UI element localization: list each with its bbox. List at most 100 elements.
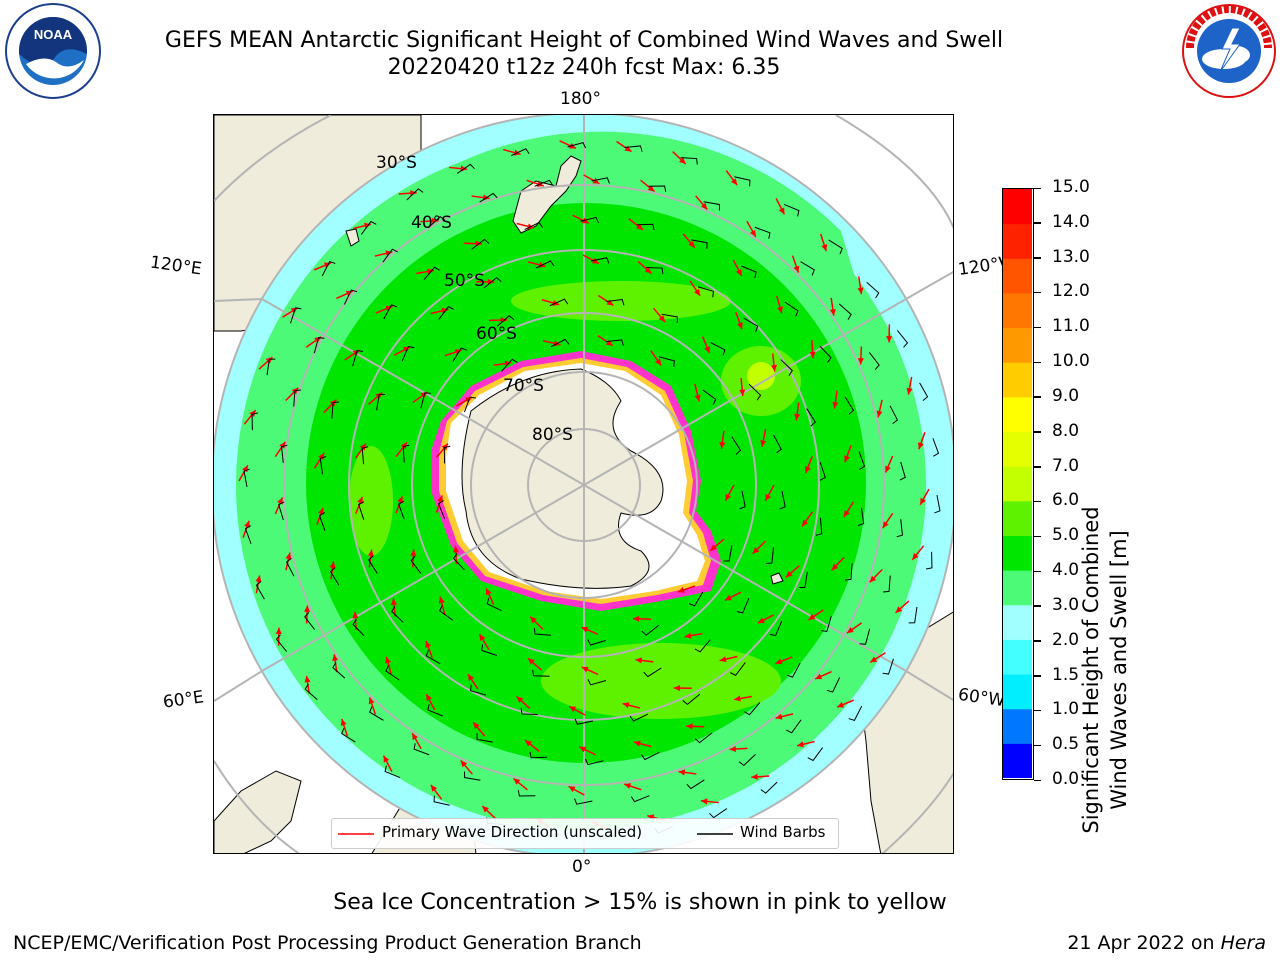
colorbar-tick-mark — [1034, 535, 1041, 538]
wind-barb — [382, 248, 398, 263]
colorbar-tick-label: 10.0 — [1052, 351, 1090, 372]
wind-barb — [369, 706, 384, 721]
wind-barb — [848, 705, 863, 721]
wind-barb — [760, 781, 778, 794]
wind-barb — [744, 702, 761, 716]
wind-barb — [483, 276, 502, 289]
wind-barb — [318, 512, 326, 531]
wind-barb — [266, 358, 276, 376]
wave-direction-arrowhead — [591, 257, 599, 264]
wind-barb — [641, 752, 660, 761]
wind-barb — [743, 317, 759, 332]
wind-barb — [278, 501, 285, 521]
wind-barb — [697, 286, 714, 298]
footer-date: 21 Apr 2022 on Hera — [1067, 932, 1266, 954]
wind-barb — [529, 751, 548, 759]
wave-direction-arrowhead — [885, 465, 891, 473]
lat-label-70s: 70°S — [503, 376, 544, 396]
wave-direction-arrowhead — [678, 769, 686, 776]
wave-band-5m-north — [511, 281, 731, 321]
colorbar-tick-label: 3.0 — [1052, 594, 1080, 615]
wave-direction-arrowhead — [329, 561, 336, 569]
wind-barb — [819, 462, 826, 481]
colorbar-swatch — [1003, 258, 1032, 294]
wind-barb — [658, 356, 675, 367]
land-africa — [214, 770, 302, 853]
wind-barb — [882, 658, 894, 675]
wave-direction-arrowhead — [647, 185, 655, 192]
wave-direction-arrowhead — [725, 493, 732, 501]
wind-barb — [383, 304, 398, 320]
chart-title: GEFS MEAN Antarctic Significant Height o… — [164, 28, 1004, 53]
wave-band-5m-south — [541, 643, 781, 719]
colorbar-tick-mark — [1034, 222, 1041, 224]
colorbar-label: Significant Height of Combined Wind Wave… — [1077, 480, 1133, 860]
wind-barb — [368, 555, 378, 574]
colorbar-swatch — [1003, 535, 1032, 571]
wind-barb — [524, 221, 543, 230]
wind-barb — [574, 798, 593, 805]
wind-barb — [730, 662, 746, 676]
wave-direction-arrowhead — [736, 322, 743, 330]
colorbar-swatch — [1003, 708, 1032, 744]
graticule — [214, 115, 953, 853]
colorbar-tick-mark — [1034, 640, 1041, 642]
wind-barb — [932, 438, 940, 457]
wind-barb — [591, 177, 610, 184]
wave-direction-arrowhead — [778, 207, 785, 215]
wind-barb — [820, 615, 832, 632]
wave-direction-arrowhead — [332, 654, 339, 661]
wave-direction-arrowhead — [635, 657, 643, 664]
wave-direction-arrowhead — [857, 358, 864, 365]
wave-direction-arrowhead — [857, 287, 864, 295]
wind-barb — [702, 389, 717, 405]
wind-barb — [438, 306, 454, 320]
wave-direction-arrowhead — [912, 553, 919, 560]
colorbar-tick-label: 5.0 — [1052, 525, 1080, 546]
wave-direction-arrowhead — [673, 685, 681, 692]
wave-direction-arrowhead — [460, 760, 468, 768]
wind-barb — [313, 337, 325, 354]
wind-barb — [648, 185, 667, 192]
wave-direction-arrowhead — [318, 452, 325, 460]
wind-barb — [624, 145, 643, 152]
wind-barb — [511, 148, 530, 157]
wind-barb — [352, 350, 364, 367]
wind-barb — [680, 157, 698, 165]
wind-barb — [332, 662, 346, 679]
wave-direction-arrowhead — [486, 588, 492, 596]
wind-barb — [844, 563, 853, 581]
wave-direction-arrowhead — [636, 223, 644, 230]
wind-barb — [255, 581, 265, 600]
wave-direction-arrowhead — [437, 495, 444, 503]
colorbar-tick-label: 0.0 — [1052, 769, 1080, 789]
wind-barb — [427, 703, 443, 717]
wind-barb — [321, 261, 336, 277]
wave-direction-arrowhead — [729, 745, 736, 753]
lon-label-120e: 120°E — [148, 252, 203, 280]
wind-barb — [710, 342, 726, 356]
wind-barb — [738, 754, 756, 766]
colorbar-tick-label: 9.0 — [1052, 385, 1080, 406]
wave-direction-arrowhead — [340, 718, 347, 726]
wind-barb — [925, 551, 933, 570]
wave-direction-arrowhead — [777, 306, 783, 314]
wind-barb — [889, 405, 899, 425]
wind-barb — [815, 517, 823, 536]
wave-direction-arrowhead — [750, 229, 756, 237]
wave-direction-arrowhead — [757, 617, 765, 624]
wave-direction-arrowhead — [724, 594, 732, 601]
wind-barb — [329, 567, 340, 586]
wave-direction-arrowhead — [513, 778, 521, 785]
wind-barb — [406, 188, 424, 201]
wave-direction-arrowhead — [318, 507, 324, 515]
wave-direction-arrowhead — [383, 755, 390, 763]
wind-barb — [779, 491, 786, 510]
wave-direction-arrowhead — [886, 336, 893, 343]
wind-barb — [385, 665, 400, 681]
wave-direction-arrowhead — [655, 358, 662, 366]
wave-direction-arrowhead — [530, 616, 537, 624]
wave-direction-arrowhead — [605, 339, 613, 346]
wind-barb — [590, 257, 610, 264]
wave-direction-arrowhead — [304, 675, 311, 683]
